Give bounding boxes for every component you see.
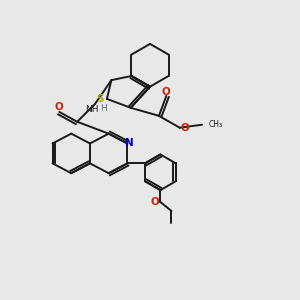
- Text: H: H: [100, 104, 107, 113]
- Text: O: O: [180, 123, 189, 133]
- Text: O: O: [151, 197, 159, 207]
- Text: N: N: [125, 139, 134, 148]
- Text: O: O: [162, 87, 171, 97]
- Text: CH₃: CH₃: [208, 120, 223, 129]
- Text: S: S: [97, 94, 104, 104]
- Text: O: O: [55, 102, 64, 112]
- Text: NH: NH: [85, 105, 98, 114]
